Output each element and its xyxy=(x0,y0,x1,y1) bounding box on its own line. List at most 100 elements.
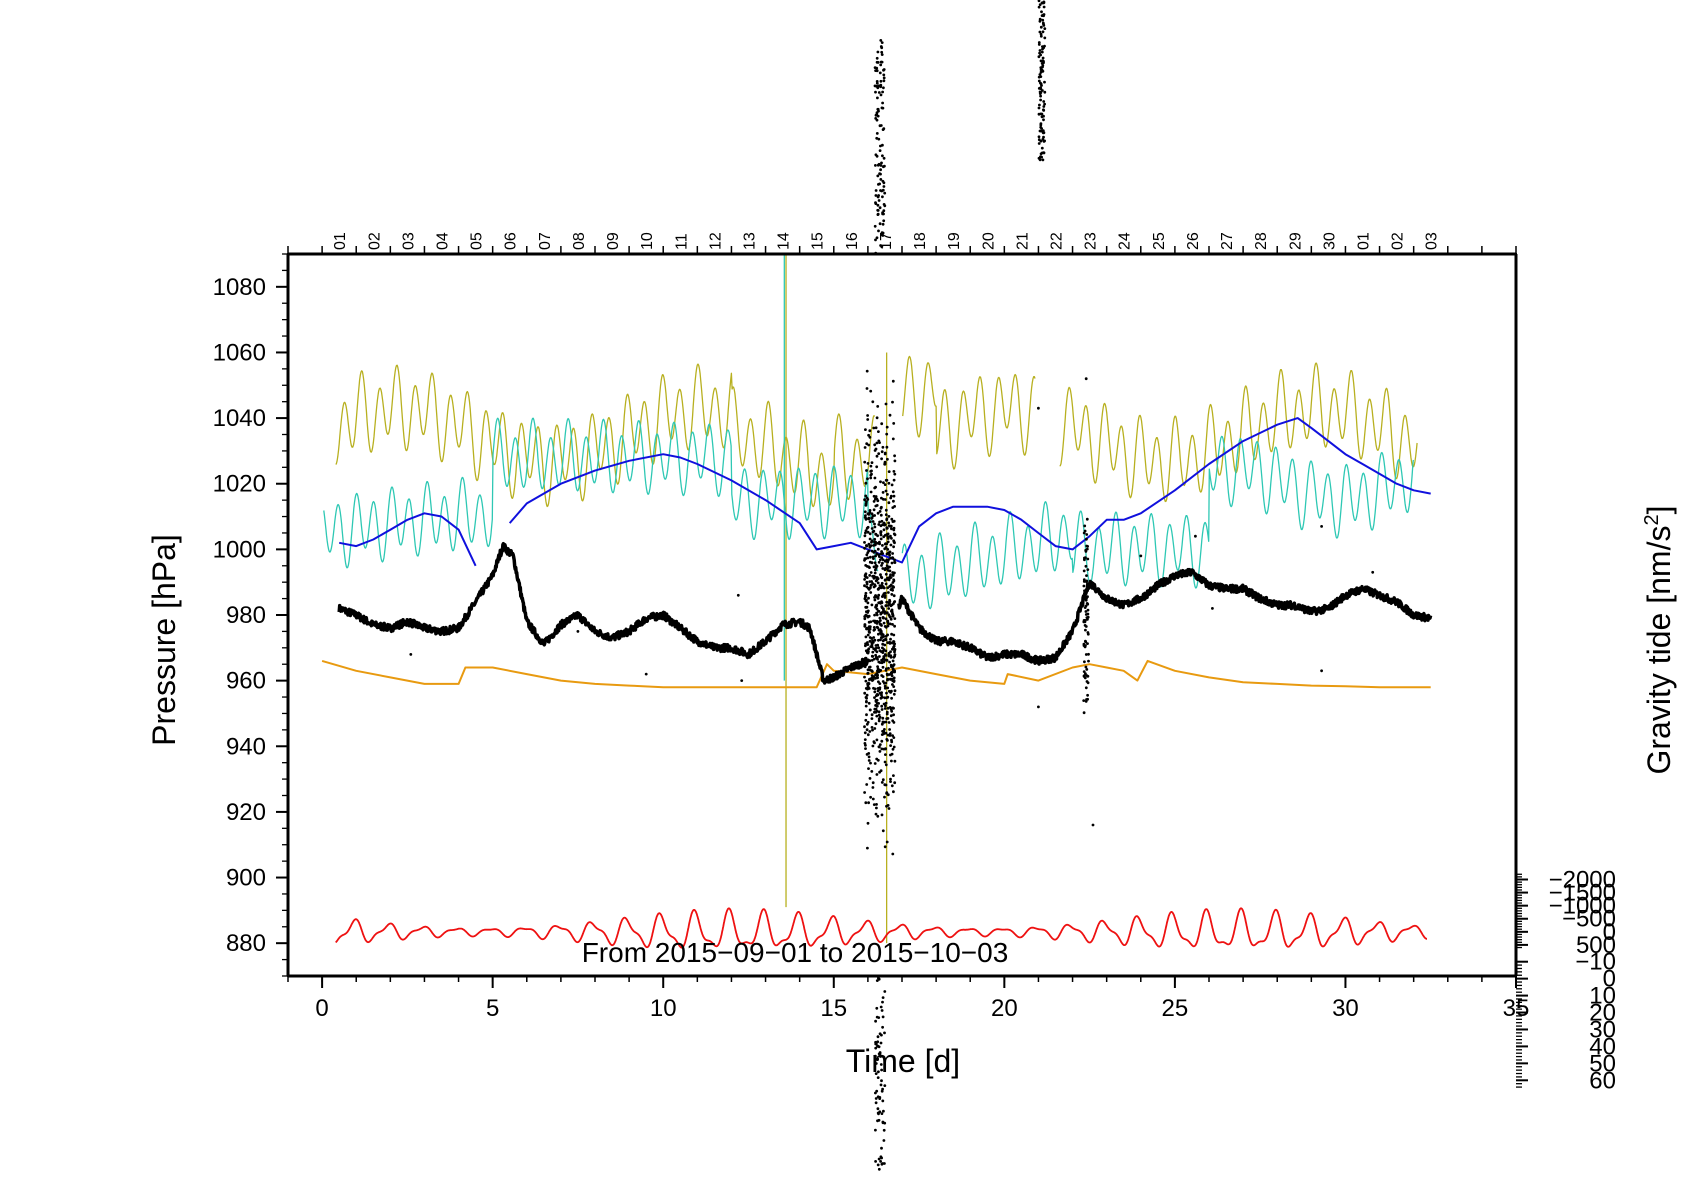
y-right-upper-tick-label: 40 xyxy=(1589,1033,1616,1060)
outlier-dot xyxy=(873,598,877,602)
outlier-dot xyxy=(891,613,895,617)
outlier-dot xyxy=(409,653,413,656)
outlier-dot xyxy=(892,579,896,583)
y-right-lower-tick-label: −1500 xyxy=(1549,880,1616,907)
outlier-dot xyxy=(867,516,871,520)
outlier-dot xyxy=(874,164,877,167)
outlier-dot xyxy=(876,581,880,585)
olive-series-line xyxy=(902,355,1036,470)
outlier-dot xyxy=(1037,705,1040,709)
y-right-lower-tick-label: 500 xyxy=(1576,932,1616,959)
outlier-dot xyxy=(863,742,867,745)
outlier-dot xyxy=(880,1089,884,1093)
outlier-dot xyxy=(877,609,880,613)
outlier-dot xyxy=(864,657,868,660)
outlier-dot xyxy=(871,574,874,578)
top-day-label: 26 xyxy=(1185,232,1202,250)
outlier-dot xyxy=(885,658,889,662)
outlier-dot xyxy=(1037,142,1041,145)
outlier-dot xyxy=(883,760,887,764)
outlier-dot xyxy=(874,252,878,256)
outlier-dot xyxy=(863,578,866,581)
cyan-series-line xyxy=(901,435,1414,610)
outlier-dot xyxy=(876,1107,880,1111)
outlier-dot xyxy=(882,586,886,590)
outlier-dot xyxy=(865,553,869,557)
outlier-dot xyxy=(885,691,888,695)
outlier-dot xyxy=(1082,642,1086,646)
outlier-dot xyxy=(873,1062,877,1065)
outlier-dot xyxy=(1039,152,1043,156)
outlier-dot xyxy=(877,183,880,186)
outlier-dot xyxy=(881,1099,885,1103)
outlier-dot xyxy=(874,700,878,703)
outlier-dot xyxy=(888,413,892,417)
outlier-dot xyxy=(1042,24,1046,27)
outlier-dot xyxy=(893,653,897,656)
top-day-label: 02 xyxy=(1390,232,1407,250)
outlier-dot xyxy=(1084,613,1088,616)
outlier-dot xyxy=(892,790,895,794)
outlier-dot xyxy=(877,1157,881,1161)
outlier-dot xyxy=(883,1031,886,1035)
outlier-dot xyxy=(878,542,881,546)
outlier-dot xyxy=(864,481,868,485)
outlier-dot xyxy=(880,60,884,64)
outlier-dot xyxy=(877,91,881,94)
outlier-dot xyxy=(893,781,897,785)
outlier-dot xyxy=(867,682,871,686)
outlier-dot xyxy=(875,136,879,140)
outlier-dot xyxy=(880,733,884,736)
outlier-dot xyxy=(1037,135,1041,139)
outlier-dot xyxy=(871,786,875,789)
outlier-dot xyxy=(865,582,869,586)
y-axis-right-title-main: Gravity tide [nm/s xyxy=(1641,526,1677,775)
outlier-dot xyxy=(882,521,886,525)
outlier-dot xyxy=(867,626,871,630)
outlier-dot xyxy=(1043,36,1047,40)
outlier-dot xyxy=(891,679,895,683)
outlier-dot xyxy=(874,579,878,583)
outlier-dot xyxy=(868,509,872,512)
outlier-dot xyxy=(870,770,874,773)
outlier-dot xyxy=(887,481,891,485)
outlier-dot xyxy=(883,653,887,656)
x-tick-label: 35 xyxy=(1503,995,1530,1022)
x-tick-label: 0 xyxy=(315,995,328,1022)
outlier-dot xyxy=(1086,545,1089,548)
outlier-dot xyxy=(876,814,880,818)
outlier-dot xyxy=(874,1128,877,1132)
outlier-dot xyxy=(864,644,867,648)
top-day-label: 12 xyxy=(707,232,724,250)
outlier-dot xyxy=(875,674,879,678)
outlier-dot xyxy=(874,646,878,650)
outlier-dot xyxy=(1085,580,1088,584)
outlier-dot xyxy=(875,625,879,629)
y-left-tick-label: 1040 xyxy=(213,405,266,432)
outlier-dot xyxy=(876,1111,880,1115)
top-day-label: 22 xyxy=(1049,232,1066,250)
outlier-dot xyxy=(1037,43,1041,46)
outlier-dot xyxy=(878,750,882,753)
outlier-dot xyxy=(874,554,877,558)
outlier-dot xyxy=(892,528,896,532)
outlier-dot xyxy=(883,783,887,787)
outlier-dot xyxy=(880,693,883,697)
outlier-dot xyxy=(880,581,884,585)
outlier-dot xyxy=(885,710,889,714)
outlier-dot xyxy=(879,638,882,642)
top-day-label: 02 xyxy=(366,232,383,250)
outlier-dot xyxy=(874,644,878,647)
outlier-dot xyxy=(876,657,879,661)
outlier-dot xyxy=(875,806,878,810)
outlier-dot xyxy=(879,1055,882,1058)
outlier-dot xyxy=(879,1160,882,1163)
outlier-dot xyxy=(872,636,876,639)
outlier-dot xyxy=(872,626,876,629)
outlier-dot xyxy=(1194,534,1197,538)
x-tick-label: 10 xyxy=(650,995,677,1022)
outlier-dot xyxy=(1085,537,1088,541)
outlier-dot xyxy=(874,707,878,711)
outlier-dot xyxy=(881,680,885,683)
outlier-dot xyxy=(882,730,886,734)
